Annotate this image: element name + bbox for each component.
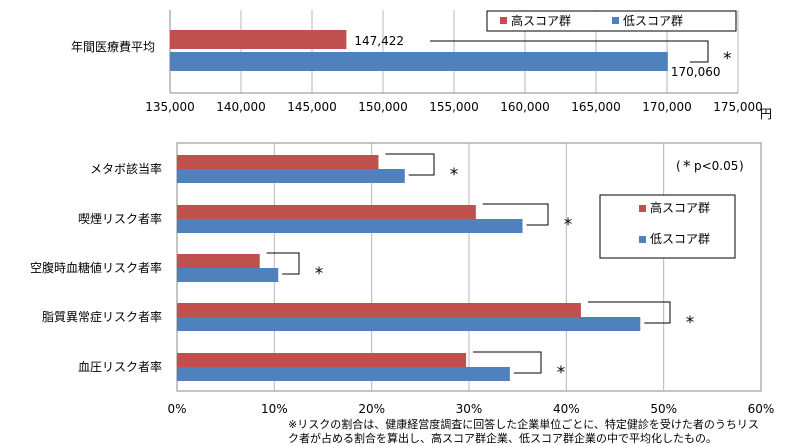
bar	[177, 303, 581, 317]
bar	[177, 219, 523, 233]
legend-label: 高スコア群	[650, 200, 710, 215]
x-tick-label: 145,000	[287, 100, 337, 114]
significance-bracket	[473, 351, 542, 374]
bar	[177, 268, 279, 282]
category-label: 脂質異常症リスク者率	[42, 309, 162, 324]
legend-label: 高スコア群	[511, 13, 571, 28]
legend-box	[599, 194, 736, 259]
significance-note-star: *	[683, 157, 691, 175]
x-tick-label: 165,000	[571, 100, 621, 114]
significance-bracket	[385, 153, 435, 176]
category-label: メタボ該当率	[90, 161, 162, 176]
significance-marker: *	[686, 313, 695, 333]
significance-marker: *	[557, 363, 566, 383]
significance-note-paren-open: (	[676, 159, 681, 173]
x-tick-label: 150,000	[358, 100, 408, 114]
x-tick-label: 60%	[748, 402, 775, 416]
x-tick-label: 30%	[456, 402, 483, 416]
significance-marker: *	[723, 49, 732, 69]
x-tick-label: 10%	[261, 402, 288, 416]
legend-swatch	[612, 17, 619, 24]
x-tick-label: 20%	[358, 402, 385, 416]
data-label: 147,422	[354, 34, 404, 48]
x-tick-label: 170,000	[642, 100, 692, 114]
legend-swatch	[500, 17, 507, 24]
x-tick-label: 175,000	[713, 100, 763, 114]
x-tick-label: 135,000	[145, 100, 195, 114]
bar	[177, 353, 467, 367]
significance-marker: *	[564, 215, 573, 235]
footnote-line: ※リスクの割合は、健康経営度調査に回答した企業単位ごとに、特定健診を受けた者のう…	[288, 417, 759, 431]
bar	[170, 30, 347, 49]
x-tick-label: 140,000	[216, 100, 266, 114]
legend-label: 低スコア群	[623, 14, 683, 28]
significance-bracket	[587, 301, 671, 324]
bar	[177, 155, 379, 169]
category-label: 年間医療費平均	[71, 39, 155, 54]
x-tick-label: 40%	[553, 402, 580, 416]
legend-box	[486, 10, 737, 32]
significance-marker: *	[315, 264, 324, 284]
significance-bracket	[430, 40, 709, 63]
data-label: 170,060	[671, 65, 721, 79]
bar	[177, 169, 405, 183]
bar	[177, 367, 510, 381]
bar	[177, 254, 260, 268]
x-tick-label: 0%	[167, 402, 186, 416]
footnote-line: ク者が占める割合を算出し、高スコア群企業、低スコア群企業の中で平均化したもの。	[288, 431, 717, 445]
bar	[170, 52, 668, 71]
legend-swatch	[639, 236, 646, 243]
x-unit-label: 円	[760, 107, 772, 121]
category-label: 喫煙リスク者率	[78, 211, 162, 226]
category-label: 血圧リスク者率	[78, 359, 162, 374]
significance-note-paren-close: )	[739, 159, 744, 173]
legend-swatch	[639, 205, 646, 212]
x-tick-label: 155,000	[429, 100, 479, 114]
significance-note-text: p<0.05	[694, 159, 738, 173]
legend-label: 低スコア群	[650, 232, 710, 246]
category-label: 空腹時血糖値リスク者率	[30, 260, 162, 275]
significance-bracket	[266, 252, 300, 275]
bar	[177, 317, 641, 331]
x-tick-label: 50%	[650, 402, 677, 416]
bar	[177, 205, 476, 219]
significance-bracket	[482, 203, 549, 226]
x-tick-label: 160,000	[500, 100, 550, 114]
significance-marker: *	[450, 165, 459, 185]
